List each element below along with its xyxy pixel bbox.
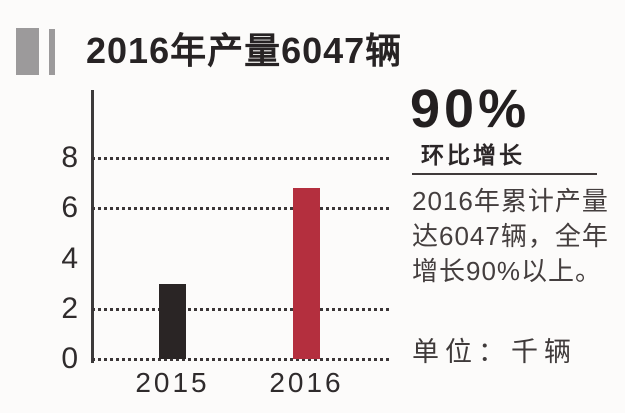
unit-label: 单位：千辆 <box>412 337 577 367</box>
x-tick-label-2016: 2016 <box>269 367 344 398</box>
summary-paragraph: 2016年累计产量 达6047辆，全年 增长90%以上。 <box>412 184 617 289</box>
summary-line-1: 2016年累计产量 <box>412 186 609 216</box>
summary-line-3: 增长90%以上。 <box>412 256 603 286</box>
header-accent-square-icon <box>16 28 39 75</box>
page-title: 2016年产量6047辆 <box>86 30 403 71</box>
gridline-6 <box>92 207 389 211</box>
summary-line-2: 达6047辆，全年 <box>412 221 609 251</box>
header-accent-bar-icon <box>49 29 55 75</box>
y-tick-label-2: 2 <box>61 291 78 325</box>
bar-chart: 0 2 4 6 8 2015 2016 <box>61 90 389 398</box>
y-tick-label-0: 0 <box>61 342 78 375</box>
growth-percentage: 90% <box>410 79 531 139</box>
bar-2015 <box>159 283 186 359</box>
growth-label: 环比增长 <box>421 142 525 168</box>
y-tick-label-8: 8 <box>61 141 78 175</box>
bar-2016 <box>293 188 320 359</box>
y-tick-label-4: 4 <box>61 241 78 275</box>
gridline-2 <box>92 307 389 311</box>
x-tick-label-2015: 2015 <box>135 367 210 398</box>
gridline-0 <box>92 358 389 361</box>
panel-divider <box>412 173 597 175</box>
y-tick-label-6: 6 <box>61 191 78 225</box>
gridline-8 <box>92 157 389 161</box>
y-axis-line <box>91 90 94 363</box>
